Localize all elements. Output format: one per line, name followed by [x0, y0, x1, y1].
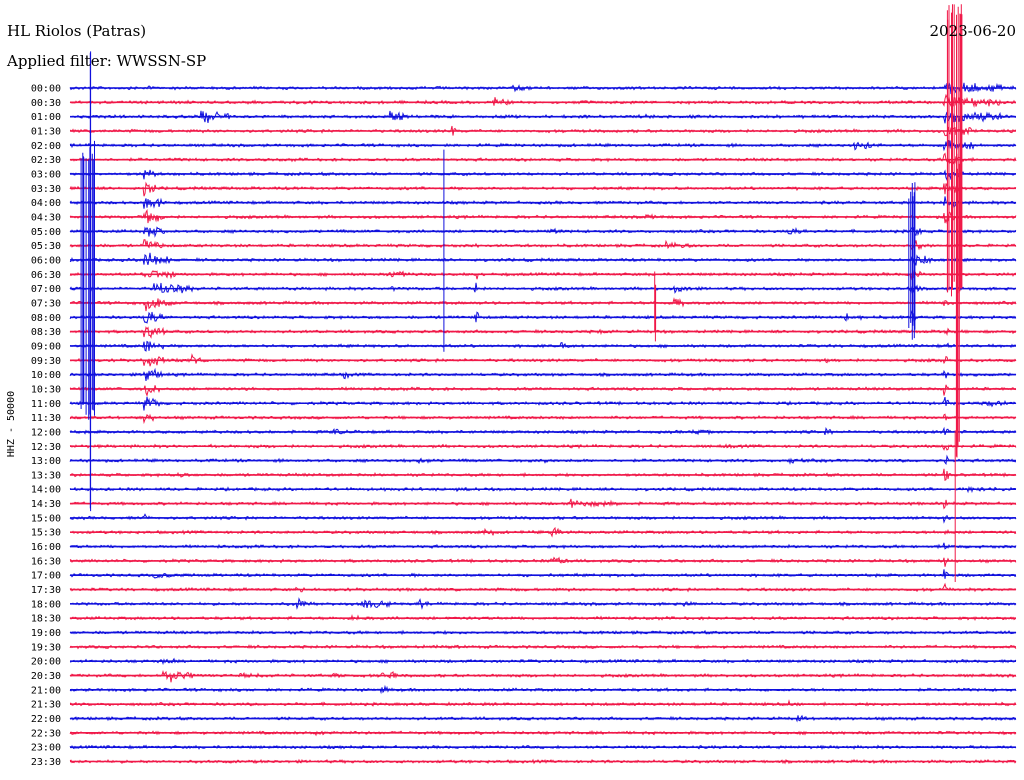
time-tick-label: 17:00 [31, 571, 61, 582]
time-tick-label: 03:30 [31, 184, 61, 195]
time-tick-label: 15:00 [31, 513, 61, 524]
time-tick-label: 04:00 [31, 198, 61, 209]
time-tick-label: 05:00 [31, 227, 61, 238]
time-tick-label: 08:00 [31, 313, 61, 324]
time-tick-label: 02:00 [31, 141, 61, 152]
time-tick-label: 21:30 [31, 700, 61, 711]
trace-layer [69, 4, 1017, 765]
filter-subtitle: Applied filter: WWSSN-SP [6, 52, 206, 70]
time-tick-label: 21:00 [31, 685, 61, 696]
time-label-layer: 00:00 00:30 01:00 01:30 02:00 02:30 03:00 03:30… [31, 84, 61, 769]
time-tick-label: 11:00 [31, 399, 61, 410]
time-tick-label: 19:30 [31, 642, 61, 653]
time-tick-label: 16:00 [31, 542, 61, 553]
time-tick-label: 23:30 [31, 757, 61, 768]
time-tick-label: 09:00 [31, 341, 61, 352]
station-title: HL Riolos (Patras) [7, 22, 146, 40]
time-tick-label: 23:00 [31, 743, 61, 754]
time-tick-label: 14:30 [31, 499, 61, 510]
time-tick-label: 18:00 [31, 599, 61, 610]
time-tick-label: 20:30 [31, 671, 61, 682]
time-tick-label: 19:00 [31, 628, 61, 639]
time-tick-label: 05:30 [31, 241, 61, 252]
time-tick-label: 03:00 [31, 169, 61, 180]
time-tick-label: 16:30 [31, 556, 61, 567]
time-tick-label: 22:00 [31, 714, 61, 725]
time-tick-label: 01:30 [31, 126, 61, 137]
time-tick-label: 17:30 [31, 585, 61, 596]
time-tick-label: 18:30 [31, 614, 61, 625]
y-axis-label: HHZ - 50000 [6, 391, 17, 457]
time-tick-label: 13:00 [31, 456, 61, 467]
date-label: 2023-06-20 [930, 22, 1016, 40]
time-tick-label: 13:30 [31, 470, 61, 481]
time-tick-label: 15:30 [31, 528, 61, 539]
time-tick-label: 02:30 [31, 155, 61, 166]
time-tick-label: 08:30 [31, 327, 61, 338]
time-tick-label: 00:00 [31, 84, 61, 95]
time-tick-label: 14:00 [31, 485, 61, 496]
time-tick-label: 01:00 [31, 112, 61, 123]
time-tick-label: 22:30 [31, 728, 61, 739]
time-tick-label: 10:00 [31, 370, 61, 381]
time-tick-label: 07:30 [31, 298, 61, 309]
time-tick-label: 09:30 [31, 356, 61, 367]
time-tick-label: 20:00 [31, 657, 61, 668]
time-tick-label: 07:00 [31, 284, 61, 295]
time-tick-label: 06:30 [31, 270, 61, 281]
time-tick-label: 11:30 [31, 413, 61, 424]
time-tick-label: 04:30 [31, 212, 61, 223]
time-tick-label: 12:00 [31, 427, 61, 438]
time-tick-label: 12:30 [31, 442, 61, 453]
time-tick-label: 00:30 [31, 98, 61, 109]
time-tick-label: 10:30 [31, 384, 61, 395]
time-tick-label: 06:00 [31, 255, 61, 266]
